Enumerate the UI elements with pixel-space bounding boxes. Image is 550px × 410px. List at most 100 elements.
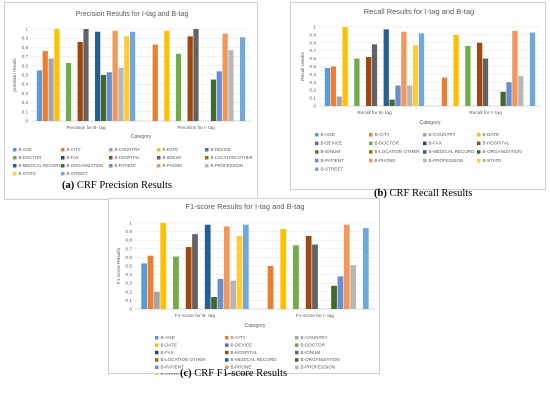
bar-b-city [267, 266, 274, 309]
legend-swatch [477, 133, 481, 137]
legend-label: B-FAX [161, 350, 174, 355]
y-tick-label: 0.7 [22, 54, 29, 59]
legend-label: B-DEVICE [321, 141, 343, 146]
legend-label: B-LOCATION OTHER [211, 155, 253, 160]
bar-b-idnum [371, 44, 378, 106]
legend-swatch [225, 343, 229, 347]
legend-swatch [295, 365, 299, 370]
legend-label: B-COUNTRY [301, 335, 328, 340]
bar-b-doctor [175, 53, 182, 122]
bar-b-profession [230, 280, 236, 309]
y-tick-label: 0.7 [125, 246, 132, 252]
legend-label: B-PATIENT [161, 365, 185, 370]
legend-swatch [155, 336, 159, 340]
legend-label: B-PHONE [375, 158, 396, 163]
bar-b-medical-record [95, 31, 101, 121]
bar-b-doctor [354, 58, 360, 106]
recall-chart-title: Recall Results for I-tag and B-tag [364, 7, 474, 16]
legend-swatch [13, 172, 17, 176]
legend-label: B-STREET [67, 171, 89, 176]
y-tick-label: 0.3 [22, 91, 29, 96]
bar-b-organization [331, 285, 337, 309]
legend-swatch [295, 343, 299, 347]
y-tick-label: 0.2 [125, 289, 132, 295]
bar-b-medical-record [204, 224, 211, 309]
bar-b-doctor [465, 45, 471, 106]
legend-swatch [477, 141, 481, 146]
y-tick-label: 0.2 [309, 88, 316, 94]
y-tick-label: 0.7 [309, 48, 316, 54]
legend-label: B-PHONE [163, 163, 183, 168]
legend-label: B-STREET [321, 166, 344, 171]
bar-b-phone [112, 30, 118, 122]
legend-swatch [155, 350, 159, 355]
legend-swatch [423, 150, 427, 154]
bar-b-profession [407, 85, 413, 106]
x-category-label: Precision for I- tag [177, 125, 215, 130]
recall-chart: Recall Results for I-tag and B-tag 0 0.1 0.… [300, 7, 541, 171]
x-category-label: Recall for B- tag [357, 110, 392, 116]
bar-b-patient [395, 85, 401, 106]
y-tick-label: 0.8 [309, 40, 316, 46]
legend-swatch [157, 156, 161, 160]
y-tick-label: 0.6 [22, 63, 29, 68]
legend-swatch [225, 336, 229, 340]
legend-swatch [155, 343, 159, 347]
y-tick-label: 0.5 [125, 264, 132, 270]
recall-chart-panel: Recall Results for I-tag and B-tag 0 0.1 0.… [290, 2, 546, 190]
legend-swatch [155, 365, 159, 370]
x-category-label: F1-score for B- tag [175, 313, 215, 319]
bar-b-country [48, 58, 54, 121]
bar-b-profession [228, 50, 234, 121]
legend-swatch [225, 365, 229, 370]
f1-caption: (c) CRF F1-score Results [180, 368, 288, 379]
bar-b-phone [512, 30, 518, 107]
bar-b-idnum [83, 29, 89, 121]
y-tick-label: 0.9 [309, 32, 316, 38]
bar-b-patient [506, 82, 512, 106]
legend-label: B-DATE [161, 342, 178, 347]
legend-swatch [61, 172, 65, 176]
legend-swatch [13, 164, 17, 168]
legend-label: B-HOSPITAL [483, 141, 510, 146]
legend-swatch [315, 158, 319, 163]
legend-swatch [369, 158, 373, 163]
precision-chart-title: Precision Results for I-tag and B-tag [76, 11, 189, 18]
bar-b-city [441, 77, 448, 106]
legend-swatch [315, 133, 319, 137]
legend-label: B-STATE [483, 158, 502, 163]
bar-b-hospital [476, 42, 483, 106]
bar-b-patient [216, 71, 222, 121]
legend-label: B-FAX [429, 141, 442, 146]
x-category-label: F1-score for I- tag [296, 313, 334, 319]
legend-swatch [109, 164, 113, 168]
legend-swatch [155, 358, 159, 362]
legend-label: B-MEDICAL RECORD [231, 357, 278, 362]
y-tick-label: 0.5 [309, 64, 316, 70]
bar-b-hospital [77, 41, 83, 121]
y-tick-label: 0.1 [309, 96, 316, 102]
precision-caption: (a) CRF Precision Results [62, 180, 172, 191]
bar-b-organization [500, 91, 506, 106]
y-tick-label: 0.4 [309, 72, 316, 78]
legend-label: B-STATE [161, 372, 180, 375]
legend-label: B-IDNUM [321, 149, 341, 154]
legend-swatch [477, 158, 481, 163]
legend-label: B-HOSPITAL [231, 350, 258, 355]
bar-b-country [154, 291, 160, 309]
legend-label: B-COUNTRY [115, 147, 141, 152]
bar-b-state [412, 45, 419, 106]
legend-label: B-AGE [321, 132, 335, 137]
legend-label: B-CITY [375, 132, 390, 137]
bar-b-hospital [305, 235, 312, 309]
legend-swatch [155, 373, 159, 375]
legend-swatch [295, 336, 299, 340]
legend-label: B-DEVICE [231, 342, 253, 347]
bar-b-patient [106, 72, 112, 121]
bar-b-idnum [193, 29, 199, 121]
legend-label: B-DATE [483, 132, 500, 137]
bar-b-date [342, 27, 348, 106]
bar-b-street [418, 33, 425, 106]
bar-b-idnum [482, 58, 489, 106]
legend-label: B-DEVICE [211, 147, 231, 152]
